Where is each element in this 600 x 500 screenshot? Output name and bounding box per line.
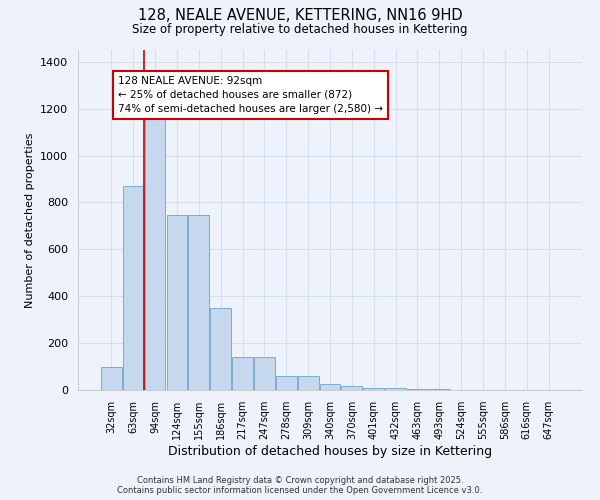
Bar — [320, 384, 340, 390]
Y-axis label: Number of detached properties: Number of detached properties — [25, 132, 35, 308]
Bar — [407, 389, 428, 390]
Bar — [298, 376, 319, 390]
Bar — [276, 376, 296, 390]
Text: Size of property relative to detached houses in Kettering: Size of property relative to detached ho… — [132, 22, 468, 36]
Bar — [254, 357, 275, 390]
Bar — [188, 214, 209, 390]
Text: 128, NEALE AVENUE, KETTERING, NN16 9HD: 128, NEALE AVENUE, KETTERING, NN16 9HD — [137, 8, 463, 22]
Bar — [145, 118, 166, 390]
Bar — [341, 386, 362, 390]
Bar — [385, 388, 406, 390]
Bar — [101, 366, 122, 390]
Bar — [123, 186, 143, 390]
Bar — [364, 388, 384, 390]
Text: Contains HM Land Registry data © Crown copyright and database right 2025.
Contai: Contains HM Land Registry data © Crown c… — [118, 476, 482, 495]
Bar — [429, 389, 450, 390]
Bar — [167, 214, 187, 390]
X-axis label: Distribution of detached houses by size in Kettering: Distribution of detached houses by size … — [168, 445, 492, 458]
Text: 128 NEALE AVENUE: 92sqm
← 25% of detached houses are smaller (872)
74% of semi-d: 128 NEALE AVENUE: 92sqm ← 25% of detache… — [118, 76, 383, 114]
Bar — [210, 308, 231, 390]
Bar — [232, 357, 253, 390]
